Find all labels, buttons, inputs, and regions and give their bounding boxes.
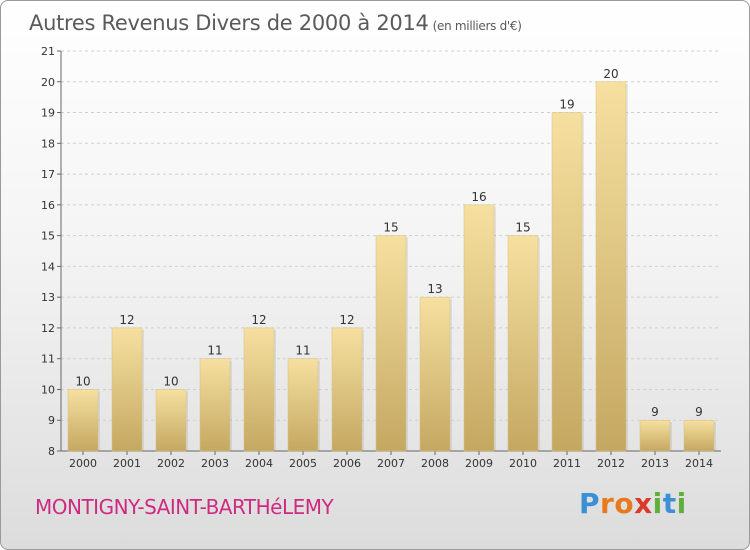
- bar: [639, 419, 671, 452]
- y-tick-label: 13: [41, 291, 55, 304]
- x-tick-label: 2002: [157, 457, 185, 470]
- bar-layer: [67, 81, 716, 452]
- y-tick-label: 19: [41, 107, 55, 120]
- bar-value-label: 19: [559, 98, 574, 112]
- bar: [419, 296, 451, 452]
- brand-letter: P: [579, 487, 601, 520]
- proxiti-logo: Proxiti: [579, 487, 687, 520]
- y-tick-label: 10: [41, 383, 55, 396]
- commune-name: MONTIGNY-SAINT-BARTHéLEMY: [35, 495, 334, 519]
- y-tick-label: 11: [41, 353, 55, 366]
- chart-unit: (en milliers d'€): [432, 19, 522, 33]
- bar-value-label: 16: [471, 190, 486, 204]
- x-tick-label: 2001: [113, 457, 141, 470]
- bar: [287, 358, 319, 452]
- x-tick-label: 2008: [421, 457, 449, 470]
- brand-letter: r: [600, 487, 615, 520]
- bar-value-label: 12: [339, 313, 354, 327]
- brand-letter: o: [614, 487, 635, 520]
- x-tick-label: 2004: [245, 457, 273, 470]
- y-tick-label: 18: [41, 137, 55, 150]
- y-tick-label: 20: [41, 76, 55, 89]
- brand-letter: x: [634, 487, 653, 520]
- bar: [199, 358, 231, 452]
- x-tick-label: 2007: [377, 457, 405, 470]
- bar-value-label: 20: [603, 67, 618, 81]
- y-tick-label: 9: [48, 414, 55, 427]
- bar-value-label: 10: [163, 374, 178, 388]
- bar-value-label: 12: [119, 313, 134, 327]
- bar-value-label: 13: [427, 282, 442, 296]
- brand-letter: t: [662, 487, 677, 520]
- x-tick-label: 2009: [465, 457, 493, 470]
- bar: [463, 204, 495, 452]
- bar-value-label: 11: [207, 344, 222, 358]
- bar-value-label: 9: [651, 405, 659, 419]
- bar: [683, 419, 715, 452]
- y-tick-label: 12: [41, 322, 55, 335]
- x-tick-label: 2010: [509, 457, 537, 470]
- chart-title: Autres Revenus Divers de 2000 à 2014 (en …: [29, 11, 522, 35]
- bar: [331, 327, 363, 452]
- bar-value-label: 10: [75, 374, 90, 388]
- bar: [67, 389, 99, 452]
- x-tick-label: 2000: [69, 457, 97, 470]
- x-tick-label: 2013: [641, 457, 669, 470]
- brand-letter: i: [676, 487, 687, 520]
- bar: [111, 327, 143, 452]
- chart-title-text: Autres Revenus Divers de 2000 à 2014: [29, 11, 429, 35]
- y-tick-label: 8: [48, 445, 55, 458]
- x-tick-label: 2003: [201, 457, 229, 470]
- bar-value-label: 12: [251, 313, 266, 327]
- x-tick-label: 2005: [289, 457, 317, 470]
- label-layer: 10 12 10 11 12 11 12 15 13 16 15 19 20 9 9: [75, 67, 702, 419]
- bar: [375, 235, 407, 452]
- x-tick-label: 2012: [597, 457, 625, 470]
- bar-value-label: 15: [515, 221, 530, 235]
- y-tick-label: 21: [41, 45, 55, 58]
- y-tick-label: 17: [41, 168, 55, 181]
- bar: [507, 235, 539, 452]
- x-tick-label: 2006: [333, 457, 361, 470]
- bar-value-label: 9: [695, 405, 703, 419]
- bar-value-label: 11: [295, 344, 310, 358]
- y-tick-label: 16: [41, 199, 55, 212]
- y-tick-label: 15: [41, 230, 55, 243]
- bar: [595, 81, 627, 452]
- bar-value-label: 15: [383, 221, 398, 235]
- x-tick-label: 2011: [553, 457, 581, 470]
- x-tick-label: 2014: [685, 457, 713, 470]
- bar: [551, 112, 583, 452]
- bar: [243, 327, 275, 452]
- brand-letter: i: [652, 487, 663, 520]
- bar: [155, 389, 187, 452]
- y-tick-label: 14: [41, 260, 55, 273]
